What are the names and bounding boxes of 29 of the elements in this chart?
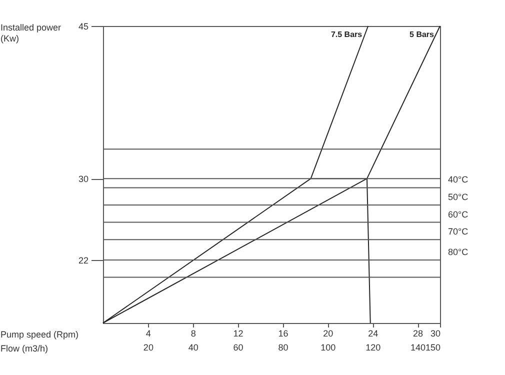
x-tick-label: 30	[430, 328, 440, 338]
ref-line-label: 40°C	[448, 174, 469, 185]
x2-tick-label: 150	[425, 342, 440, 352]
x2-tick-label: 40	[188, 342, 198, 352]
x2-tick-label: 60	[233, 342, 244, 352]
x-tick-label: 12	[233, 328, 244, 338]
x-tick-label: 28	[413, 328, 424, 338]
y-tick-label: 45	[78, 22, 88, 32]
x2-tick-label: 120	[366, 342, 381, 352]
series-label: 7.5 Bars	[330, 30, 363, 39]
y-tick-label: 22	[78, 255, 88, 266]
ref-line-label: 80°C	[448, 246, 469, 257]
x2-axis-title: Flow (m3/h)	[0, 344, 48, 354]
x-axis-title: Pump speed (Rpm)	[0, 330, 79, 340]
x-tick-label: 4	[146, 328, 151, 338]
x-tick-label: 24	[368, 328, 378, 338]
series-label: 5 Bars	[410, 30, 435, 39]
ref-line-label: 70°C	[448, 226, 469, 237]
x2-tick-label: 140	[410, 342, 426, 352]
x-tick-label: 8	[190, 328, 196, 338]
x2-tick-label: 100	[320, 342, 336, 352]
x-tick-label: 16	[278, 328, 288, 338]
y-tick-label: 30	[78, 174, 88, 184]
ref-line-label: 60°C	[448, 209, 469, 220]
x2-tick-label: 20	[143, 342, 154, 352]
ref-line-label: 50°C	[448, 192, 469, 202]
y-axis-title: Installed power (Kw)	[0, 22, 62, 44]
x-tick-label: 20	[323, 328, 334, 338]
x2-tick-label: 80	[278, 342, 288, 352]
